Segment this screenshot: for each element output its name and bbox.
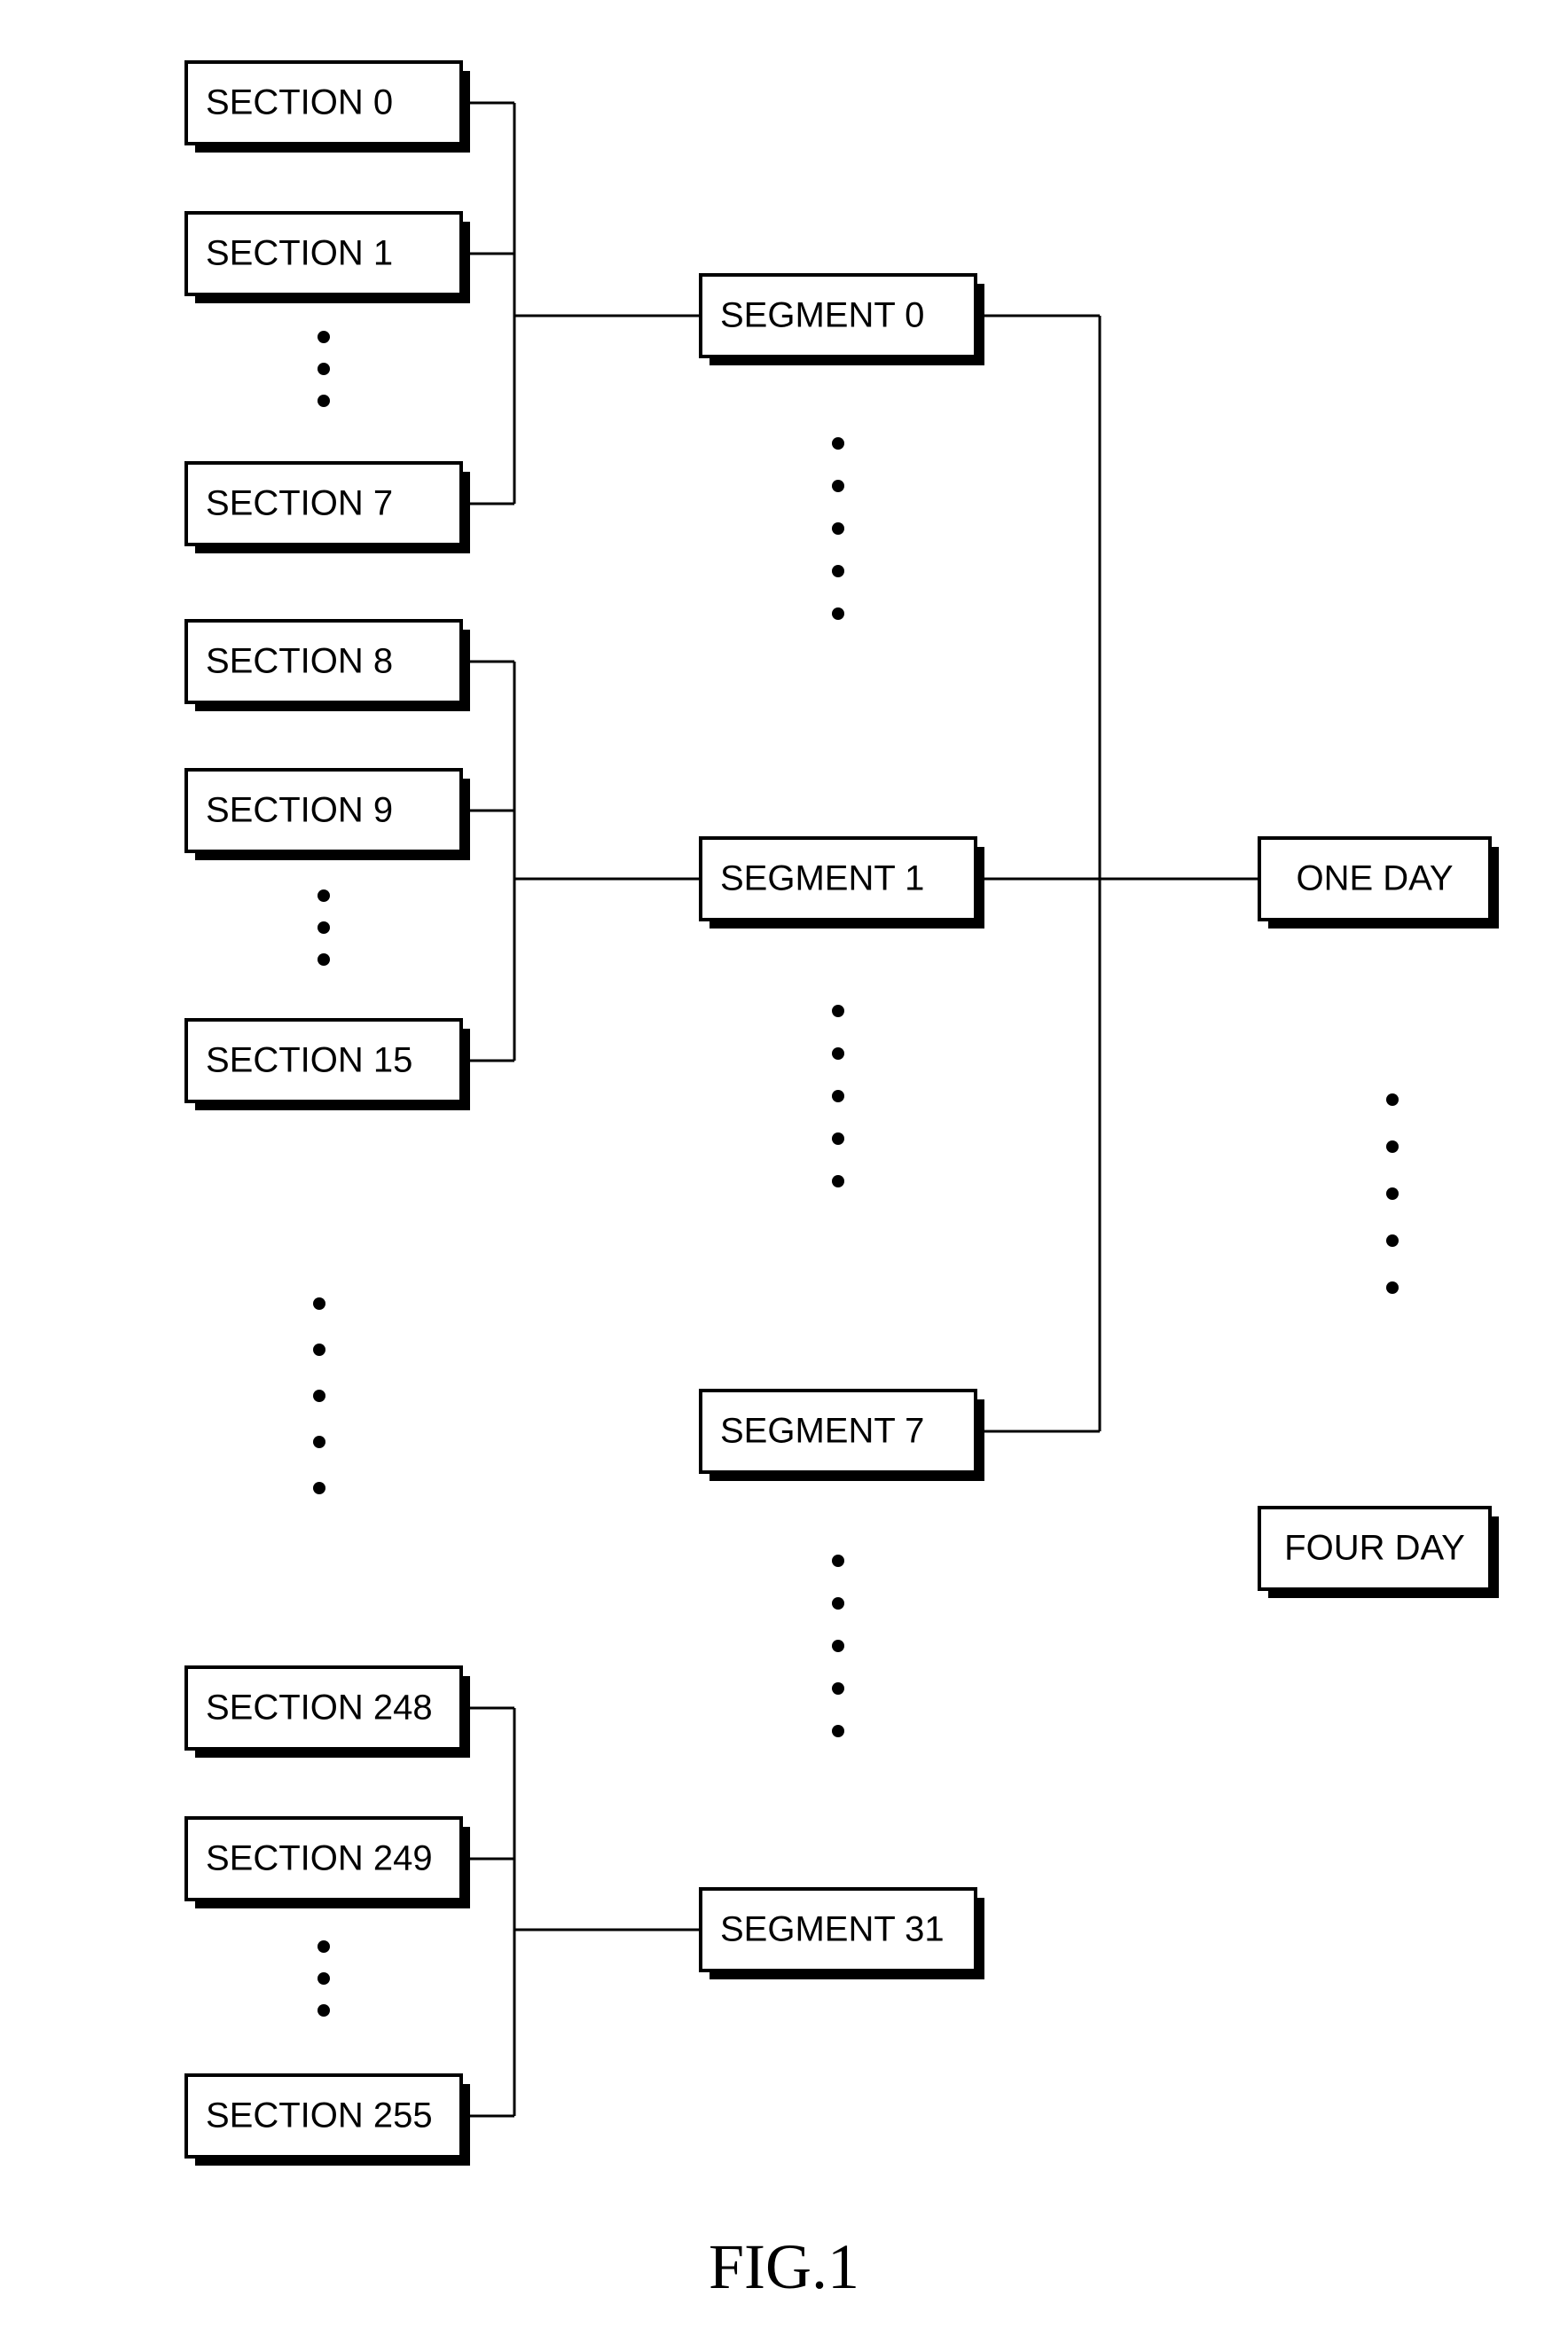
ellipsis-dot bbox=[313, 1390, 325, 1402]
section-box-label: SECTION 249 bbox=[206, 1839, 433, 1878]
diagram-canvas: SECTION 0 SECTION 1 SECTION 7 SEGMENT 0 SECT… bbox=[0, 0, 1568, 2335]
ellipsis-dot bbox=[832, 522, 844, 535]
ellipsis-dot bbox=[832, 1047, 844, 1060]
ellipsis-dot bbox=[832, 480, 844, 492]
section-box-label: SECTION 8 bbox=[206, 642, 393, 681]
section-box-label: SECTION 7 bbox=[206, 484, 393, 523]
segment-box-label: SEGMENT 0 bbox=[720, 296, 924, 335]
ellipsis-dot bbox=[832, 1090, 844, 1102]
ellipsis-dot bbox=[313, 1436, 325, 1448]
ellipsis-dot bbox=[313, 1482, 325, 1494]
ellipsis-dot bbox=[318, 363, 330, 375]
section-box-label: SECTION 1 bbox=[206, 234, 393, 273]
ellipsis-dot bbox=[318, 331, 330, 343]
section-box-label: SECTION 15 bbox=[206, 1041, 412, 1080]
figure-label: FIG.1 bbox=[709, 2231, 859, 2302]
ellipsis-dot bbox=[318, 953, 330, 966]
ellipsis-dot bbox=[318, 921, 330, 934]
ellipsis-dot bbox=[1386, 1234, 1399, 1247]
ellipsis-dot bbox=[832, 1725, 844, 1737]
segment-box-label: SEGMENT 31 bbox=[720, 1910, 945, 1949]
ellipsis-dot bbox=[832, 1175, 844, 1187]
ellipsis-dot bbox=[313, 1344, 325, 1356]
segment-box-label: SEGMENT 1 bbox=[720, 859, 924, 898]
ellipsis-dot bbox=[1386, 1281, 1399, 1294]
ellipsis-dot bbox=[832, 1132, 844, 1145]
ellipsis-dot bbox=[1386, 1187, 1399, 1200]
ellipsis-dot bbox=[318, 2004, 330, 2017]
ellipsis-dot bbox=[832, 565, 844, 577]
ellipsis-dot bbox=[1386, 1140, 1399, 1153]
segment-box-label: SEGMENT 7 bbox=[720, 1412, 924, 1451]
section-box-label: SECTION 0 bbox=[206, 83, 393, 122]
ellipsis-dot bbox=[313, 1297, 325, 1310]
ellipsis-dot bbox=[832, 1005, 844, 1017]
day-box-label: ONE DAY bbox=[1296, 859, 1453, 898]
ellipsis-dot bbox=[832, 607, 844, 620]
section-box-label: SECTION 255 bbox=[206, 2096, 433, 2135]
ellipsis-dot bbox=[318, 889, 330, 902]
ellipsis-dot bbox=[832, 1555, 844, 1567]
ellipsis-dot bbox=[832, 1682, 844, 1695]
ellipsis-dot bbox=[318, 395, 330, 407]
ellipsis-dot bbox=[832, 1640, 844, 1652]
section-box-label: SECTION 248 bbox=[206, 1689, 433, 1728]
ellipsis-dot bbox=[832, 1597, 844, 1610]
day-box-label: FOUR DAY bbox=[1284, 1529, 1465, 1568]
ellipsis-dot bbox=[318, 1972, 330, 1985]
ellipsis-dot bbox=[318, 1940, 330, 1953]
section-box-label: SECTION 9 bbox=[206, 791, 393, 830]
ellipsis-dot bbox=[832, 437, 844, 450]
ellipsis-dot bbox=[1386, 1093, 1399, 1106]
